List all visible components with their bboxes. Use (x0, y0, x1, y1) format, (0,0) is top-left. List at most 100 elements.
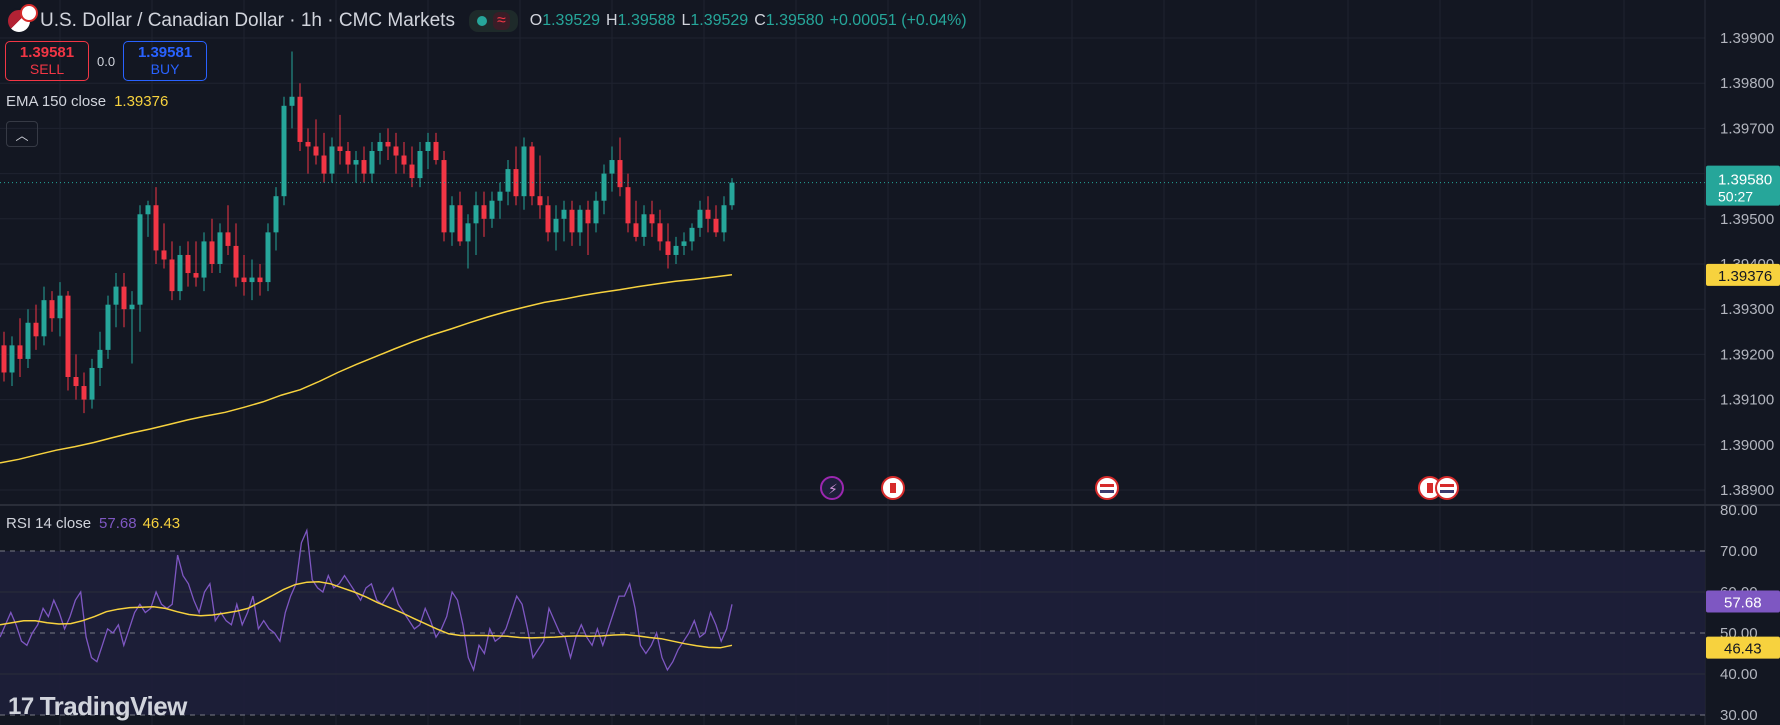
candle-body (625, 187, 631, 224)
lightning-glyph: ⚡ (828, 481, 838, 497)
candle-body (73, 377, 79, 387)
candle-body (233, 245, 239, 278)
candle-body (593, 200, 599, 224)
close-label: C (754, 12, 766, 29)
wave-icon: ≈ (492, 12, 510, 30)
high-label: H (606, 12, 618, 29)
sell-button[interactable]: 1.39581 SELL (5, 41, 89, 81)
candle-body (177, 254, 183, 292)
candle-body (17, 345, 23, 359)
candle-body (433, 141, 439, 161)
candle-body (601, 173, 607, 201)
candle-body (153, 205, 159, 251)
us-flag-icon[interactable] (1095, 476, 1119, 500)
candle-body (489, 200, 495, 219)
status-pill[interactable]: ≈ (468, 10, 518, 32)
ema-150-line (0, 274, 733, 464)
rsi-ma-value: 46.43 (1724, 641, 1762, 658)
collapse-legend-button[interactable]: ︿ (6, 121, 38, 147)
candle-body (361, 160, 367, 174)
lightning-icon[interactable]: ⚡ (820, 476, 844, 500)
rsi-value: 57.68 (1724, 595, 1762, 612)
candle-body (481, 205, 487, 219)
close-value: 1.39580 (765, 12, 824, 29)
candle-body (129, 304, 135, 310)
price-tick-label: 1.39100 (1720, 392, 1774, 409)
ema-price-badge (1706, 263, 1780, 286)
candle-body (265, 232, 271, 283)
candle-body (89, 367, 95, 400)
stripe-shape (1440, 490, 1454, 493)
ema-legend[interactable]: EMA 150 close 1.39376 (6, 93, 168, 110)
candle-body (729, 182, 735, 206)
candle-body (457, 205, 463, 242)
candle-body (529, 146, 535, 197)
ema-price-value: 1.39376 (1718, 268, 1772, 285)
candle-body (329, 146, 335, 174)
candle-body (673, 245, 679, 255)
rsi-legend[interactable]: RSI 14 close 57.68 46.43 (6, 515, 180, 532)
spread-value: 0.0 (97, 53, 116, 69)
candle-body (449, 205, 455, 233)
candle-body (705, 209, 711, 219)
price-tick-label: 1.38900 (1720, 482, 1774, 499)
candle-body (137, 214, 143, 305)
price-tick-label: 1.39500 (1720, 211, 1774, 228)
candle-body (585, 209, 591, 224)
candle-body (665, 241, 671, 255)
usd-cad-flag-icon (6, 4, 38, 34)
sell-price: 1.39581 (19, 44, 75, 61)
candle-body (113, 286, 119, 305)
us-flag-icon-circle (1435, 476, 1459, 500)
symbol-title[interactable]: U.S. Dollar / Canadian Dollar · 1h · CMC… (40, 10, 455, 31)
candle-body (9, 345, 15, 373)
open-label: O (529, 12, 543, 29)
candle-body (697, 209, 703, 228)
rsi-ma-value-badge (1706, 636, 1780, 659)
tradingview-logo[interactable]: 17 TradingView (8, 691, 187, 722)
candle-body (561, 209, 567, 219)
candle-body (409, 164, 415, 179)
open-value: 1.39529 (542, 12, 601, 29)
logo-text: TradingView (39, 691, 188, 721)
candle-body (273, 196, 279, 233)
candle-body (369, 151, 375, 174)
candle-body (65, 295, 71, 377)
candle-body (249, 277, 255, 283)
candle-body (473, 205, 479, 224)
price-tick-label: 1.39200 (1720, 346, 1774, 363)
buy-button[interactable]: 1.39581 BUY (123, 41, 208, 81)
candle-body (217, 232, 223, 264)
lightning-icon-circle (820, 476, 844, 500)
candle-body (393, 146, 399, 156)
us-flag-icon[interactable] (1435, 476, 1459, 500)
rsi-ma-line (0, 581, 733, 649)
candle-body (241, 277, 247, 283)
candle-body (713, 218, 719, 233)
ohlc-values: O1.39529 H1.39588 L1.39529 C1.39580 +0.0… (530, 12, 967, 30)
ema-legend-label: EMA 150 close (6, 93, 107, 110)
tradingview-logo-icon: 17 (8, 692, 34, 720)
stripe-shape (1440, 484, 1454, 487)
candle-body (57, 295, 63, 319)
candle-body (641, 214, 647, 237)
ema-legend-value: 1.39376 (114, 93, 169, 110)
canada-flag-icon[interactable] (881, 476, 905, 500)
rsi-tick-label: 30.00 (1720, 707, 1758, 724)
candle-body (353, 160, 359, 165)
maple-leaf-shape (1427, 483, 1433, 493)
price-axis: 1.389001.390001.391001.392001.393001.394… (1706, 30, 1780, 499)
current-price-badge (1706, 165, 1780, 206)
rsi-tick-label: 80.00 (1720, 502, 1758, 519)
rsi-value-badge (1706, 590, 1780, 613)
change-value: +0.00051 (+0.04%) (829, 12, 967, 29)
candle-body (505, 169, 511, 192)
candle-body (257, 277, 263, 283)
rsi-ma-legend-value: 46.43 (142, 515, 181, 532)
candle-body (401, 155, 407, 165)
candle-body (105, 304, 111, 350)
candle-body (681, 241, 687, 246)
candle-body (81, 386, 87, 400)
